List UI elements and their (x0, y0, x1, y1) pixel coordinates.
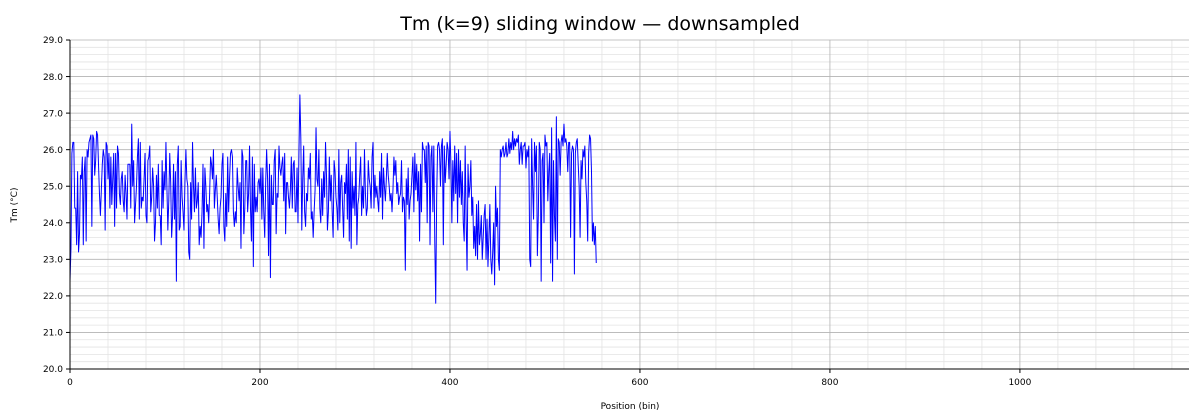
y-tick-label: 23.0 (43, 256, 63, 266)
x-axis-label: Position (bin) (601, 402, 660, 412)
y-tick-label: 26.0 (43, 146, 63, 156)
x-tick-label: 200 (251, 378, 268, 388)
series-layer (69, 94, 597, 304)
y-tick-label: 22.0 (43, 292, 63, 302)
y-axis-ticks: 20.0 21.0 22.0 23.0 24.0 25.0 26.0 27.0 28.0 29.0 (43, 36, 70, 375)
x-tick-label: 600 (631, 378, 648, 388)
y-tick-label: 27.0 (43, 109, 63, 119)
y-tick-label: 29.0 (43, 36, 63, 46)
series-line-0 (69, 94, 597, 304)
minor-gridlines (70, 40, 1189, 369)
x-tick-label: 800 (821, 378, 838, 388)
y-tick-label: 28.0 (43, 73, 63, 83)
y-axis-label: Tm (°C) (10, 188, 20, 224)
y-tick-label: 21.0 (43, 329, 63, 339)
y-tick-label: 20.0 (43, 365, 63, 375)
x-tick-label: 1000 (1008, 378, 1031, 388)
x-tick-label: 400 (441, 378, 458, 388)
chart-title: Tm (k=9) sliding window — downsampled (399, 13, 800, 35)
y-tick-label: 24.0 (43, 219, 63, 229)
axes (69, 40, 1189, 370)
y-tick-label: 25.0 (43, 182, 63, 192)
major-gridlines (69, 39, 1189, 370)
x-tick-label: 0 (67, 378, 73, 388)
x-axis-ticks: 0 200 400 600 800 1000 (67, 369, 1032, 388)
